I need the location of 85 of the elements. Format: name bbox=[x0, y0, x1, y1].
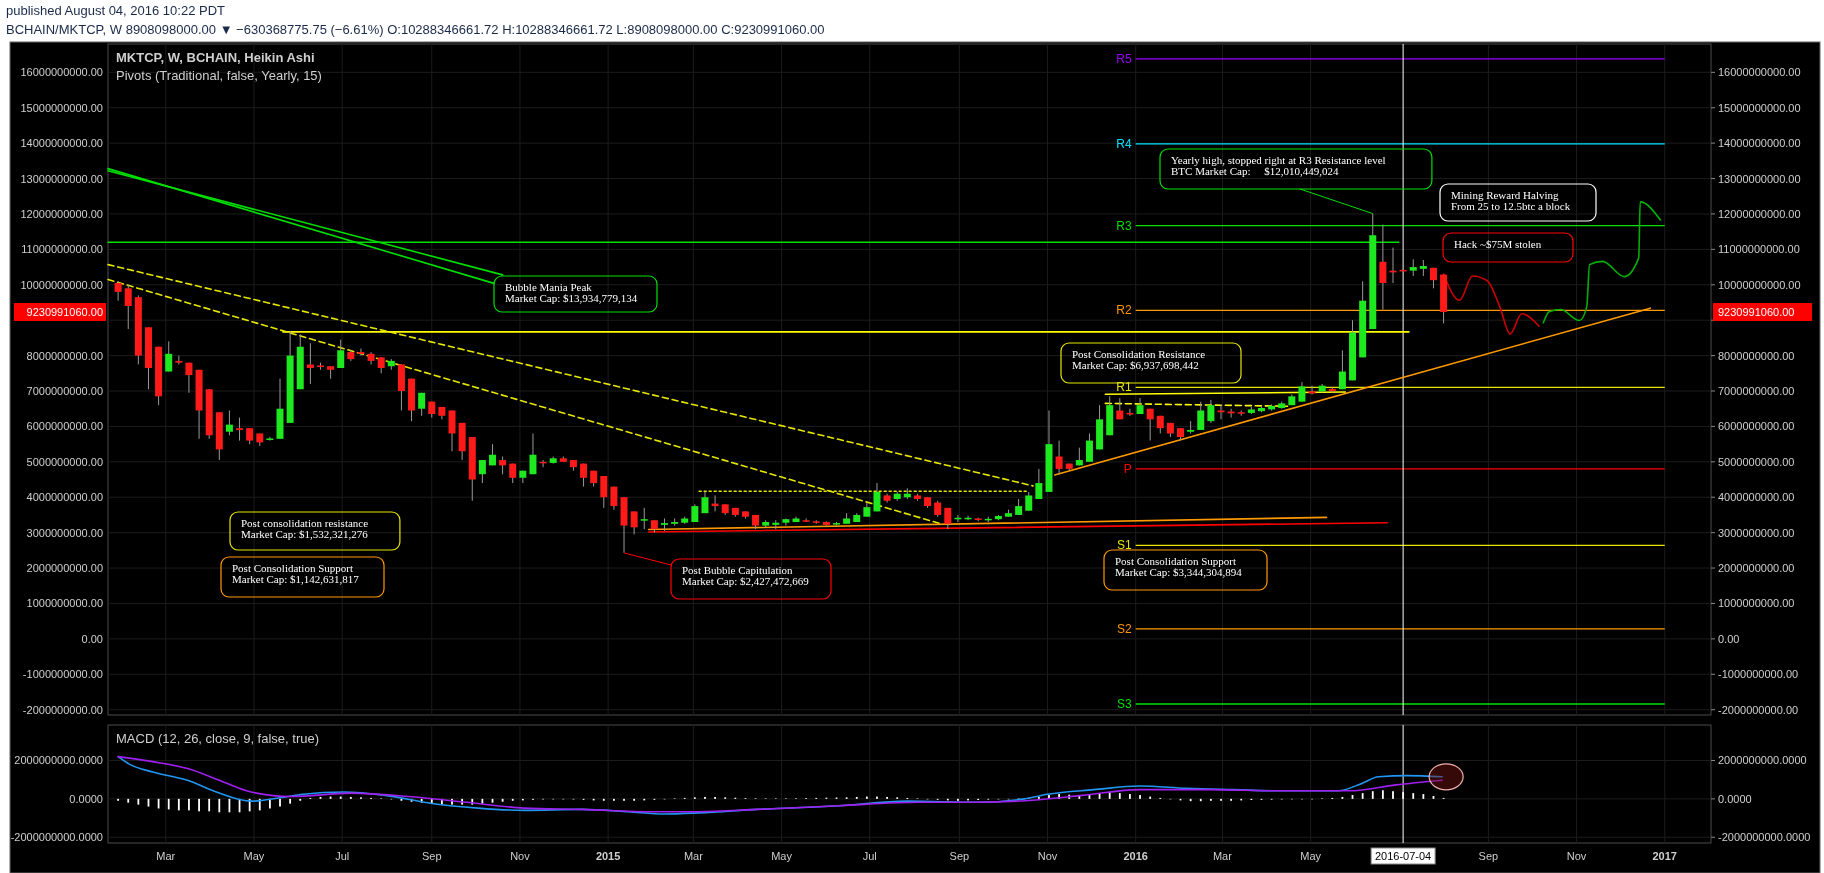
ref-line-label: R1 bbox=[1116, 380, 1133, 395]
y-tick-label: 14000000000.00 bbox=[20, 137, 103, 150]
y-tick-label: 12000000000.00 bbox=[20, 207, 103, 220]
annotation: Bubble Mania Peak Market Cap: $13,934,779,134 bbox=[505, 281, 638, 304]
y-tick-label: 0.00 bbox=[81, 632, 103, 645]
x-tick-label: Nov bbox=[1566, 850, 1587, 862]
y-tick-label: -2000000000.0000 bbox=[10, 831, 103, 844]
y2-tick-label: 0.0000 bbox=[1718, 792, 1752, 805]
ref-line-label: P bbox=[1123, 461, 1132, 476]
ref-line-label: R2 bbox=[1116, 303, 1133, 318]
x-tick-label: May bbox=[243, 850, 265, 862]
x-tick-label: 2017 bbox=[1652, 850, 1677, 862]
annotation: Yearly high, stopped right at R3 Resistance level BTC Market Cap: $12,010,449,024 bbox=[1171, 154, 1386, 177]
y2-tick-label: 5000000000.00 bbox=[1718, 455, 1795, 468]
x-tick-label: 2016 bbox=[1123, 850, 1148, 862]
x-tick-label: Sep bbox=[949, 850, 970, 862]
annotation: Post Consolidation Support Market Cap: $1,142,631,817 bbox=[232, 562, 360, 585]
y2-tick-label: 13000000000.00 bbox=[1718, 172, 1801, 185]
x-tick-label: May bbox=[771, 850, 793, 862]
ref-line-label: R5 bbox=[1116, 51, 1133, 66]
ref-line-label: S3 bbox=[1117, 697, 1133, 712]
annotation: Mining Reward Halving From 25 to 12.5btc a block bbox=[1451, 189, 1571, 212]
y-tick-label: 5000000000.00 bbox=[26, 455, 103, 468]
text: 9230991060.00 bbox=[1718, 306, 1795, 319]
ref-line-label: R4 bbox=[1116, 136, 1133, 151]
x-tick-label: Jul bbox=[862, 850, 877, 862]
y-tick-label: 2000000000.00 bbox=[26, 562, 103, 575]
x-tick-label: Mar bbox=[683, 850, 704, 862]
y-tick-label: 3000000000.00 bbox=[26, 526, 103, 539]
y2-tick-label: -1000000000.00 bbox=[1718, 668, 1799, 681]
y2-tick-label: 12000000000.00 bbox=[1718, 207, 1801, 220]
x-tick-label: Sep bbox=[421, 850, 442, 862]
annotation: Post Consolidation Support Market Cap: $3,344,304,894 bbox=[1115, 555, 1243, 578]
y2-tick-label: 7000000000.00 bbox=[1718, 385, 1795, 398]
ref-line-label: R3 bbox=[1116, 218, 1133, 233]
y-tick-label: 2000000000.0000 bbox=[14, 754, 103, 767]
y2-tick-label: 10000000000.00 bbox=[1718, 278, 1801, 291]
y2-tick-label: 11000000000.00 bbox=[1718, 243, 1800, 256]
annotation: Post Bubble Capitulation Market Cap: $2,427,472,669 bbox=[682, 564, 810, 587]
y-tick-label: 8000000000.00 bbox=[26, 349, 103, 362]
y-tick-label: 16000000000.00 bbox=[20, 66, 103, 79]
y-tick-label: 4000000000.00 bbox=[26, 491, 103, 504]
text: MACD (12, 26, close, 9, false, true) bbox=[116, 731, 320, 746]
text: MKTCP, W, BCHAIN, Heikin Ashi bbox=[116, 50, 315, 65]
y2-tick-label: 15000000000.00 bbox=[1718, 101, 1801, 114]
x-tick-label: Mar bbox=[1212, 850, 1233, 862]
x-tick-label: Jul bbox=[335, 850, 350, 862]
y-tick-label: -2000000000.00 bbox=[22, 703, 103, 716]
y2-tick-label: -2000000000.0000 bbox=[1718, 831, 1811, 844]
y-tick-label: 10000000000.00 bbox=[20, 278, 103, 291]
x-tick-label: Nov bbox=[510, 850, 531, 862]
y2-tick-label: 3000000000.00 bbox=[1718, 526, 1795, 539]
y-tick-label: 7000000000.00 bbox=[26, 385, 103, 398]
y-tick-label: 11000000000.00 bbox=[21, 243, 103, 256]
y2-tick-label: 2000000000.00 bbox=[1718, 562, 1795, 575]
x-tick-label: Sep bbox=[1478, 850, 1499, 862]
y2-tick-label: 4000000000.00 bbox=[1718, 491, 1795, 504]
annotation: Post Consolidation Resistance Market Cap: $6,937,698,442 bbox=[1072, 348, 1206, 371]
y-tick-label: 6000000000.00 bbox=[26, 420, 103, 433]
y2-tick-label: 14000000000.00 bbox=[1718, 137, 1801, 150]
y-tick-label: 1000000000.00 bbox=[26, 597, 103, 610]
y2-tick-label: 2000000000.0000 bbox=[1718, 754, 1807, 767]
y2-tick-label: -2000000000.00 bbox=[1718, 703, 1799, 716]
annotation: Hack ~$75M stolen bbox=[1454, 238, 1542, 250]
y2-tick-label: 8000000000.00 bbox=[1718, 349, 1795, 362]
text: BCHAIN/MKTCP, W 8908098000.00 ▼ −630368775.75 (−6.61%) O:10288346661.72 H:10288346661.72 L:8908098000.00 C:9230991060.00 bbox=[6, 22, 825, 37]
x-tick-label: May bbox=[1300, 850, 1322, 862]
y-tick-label: 15000000000.00 bbox=[20, 101, 103, 114]
ref-line-label: S1 bbox=[1117, 538, 1133, 553]
y2-tick-label: 0.00 bbox=[1718, 632, 1740, 645]
y2-tick-label: 6000000000.00 bbox=[1718, 420, 1795, 433]
x-tick-label: 2015 bbox=[595, 850, 621, 862]
y2-tick-label: 1000000000.00 bbox=[1718, 597, 1795, 610]
y2-tick-label: 16000000000.00 bbox=[1718, 66, 1801, 79]
ref-line-label: 2016-07-04 bbox=[1374, 850, 1432, 862]
ref-line-label: S2 bbox=[1117, 621, 1133, 636]
text: 9230991060.00 bbox=[26, 306, 103, 319]
x-tick-label: Nov bbox=[1037, 850, 1058, 862]
y-tick-label: 0.0000 bbox=[69, 792, 103, 805]
text: Pivots (Traditional, false, Yearly, 15) bbox=[116, 68, 322, 83]
x-tick-label: Mar bbox=[156, 850, 176, 862]
y-tick-label: 13000000000.00 bbox=[20, 172, 103, 185]
y-tick-label: -1000000000.00 bbox=[22, 668, 103, 681]
text: published August 04, 2016 10:22 PDT bbox=[6, 3, 226, 18]
annotation: Post consolidation resistance Market Cap: $1,532,321,276 bbox=[241, 517, 369, 540]
